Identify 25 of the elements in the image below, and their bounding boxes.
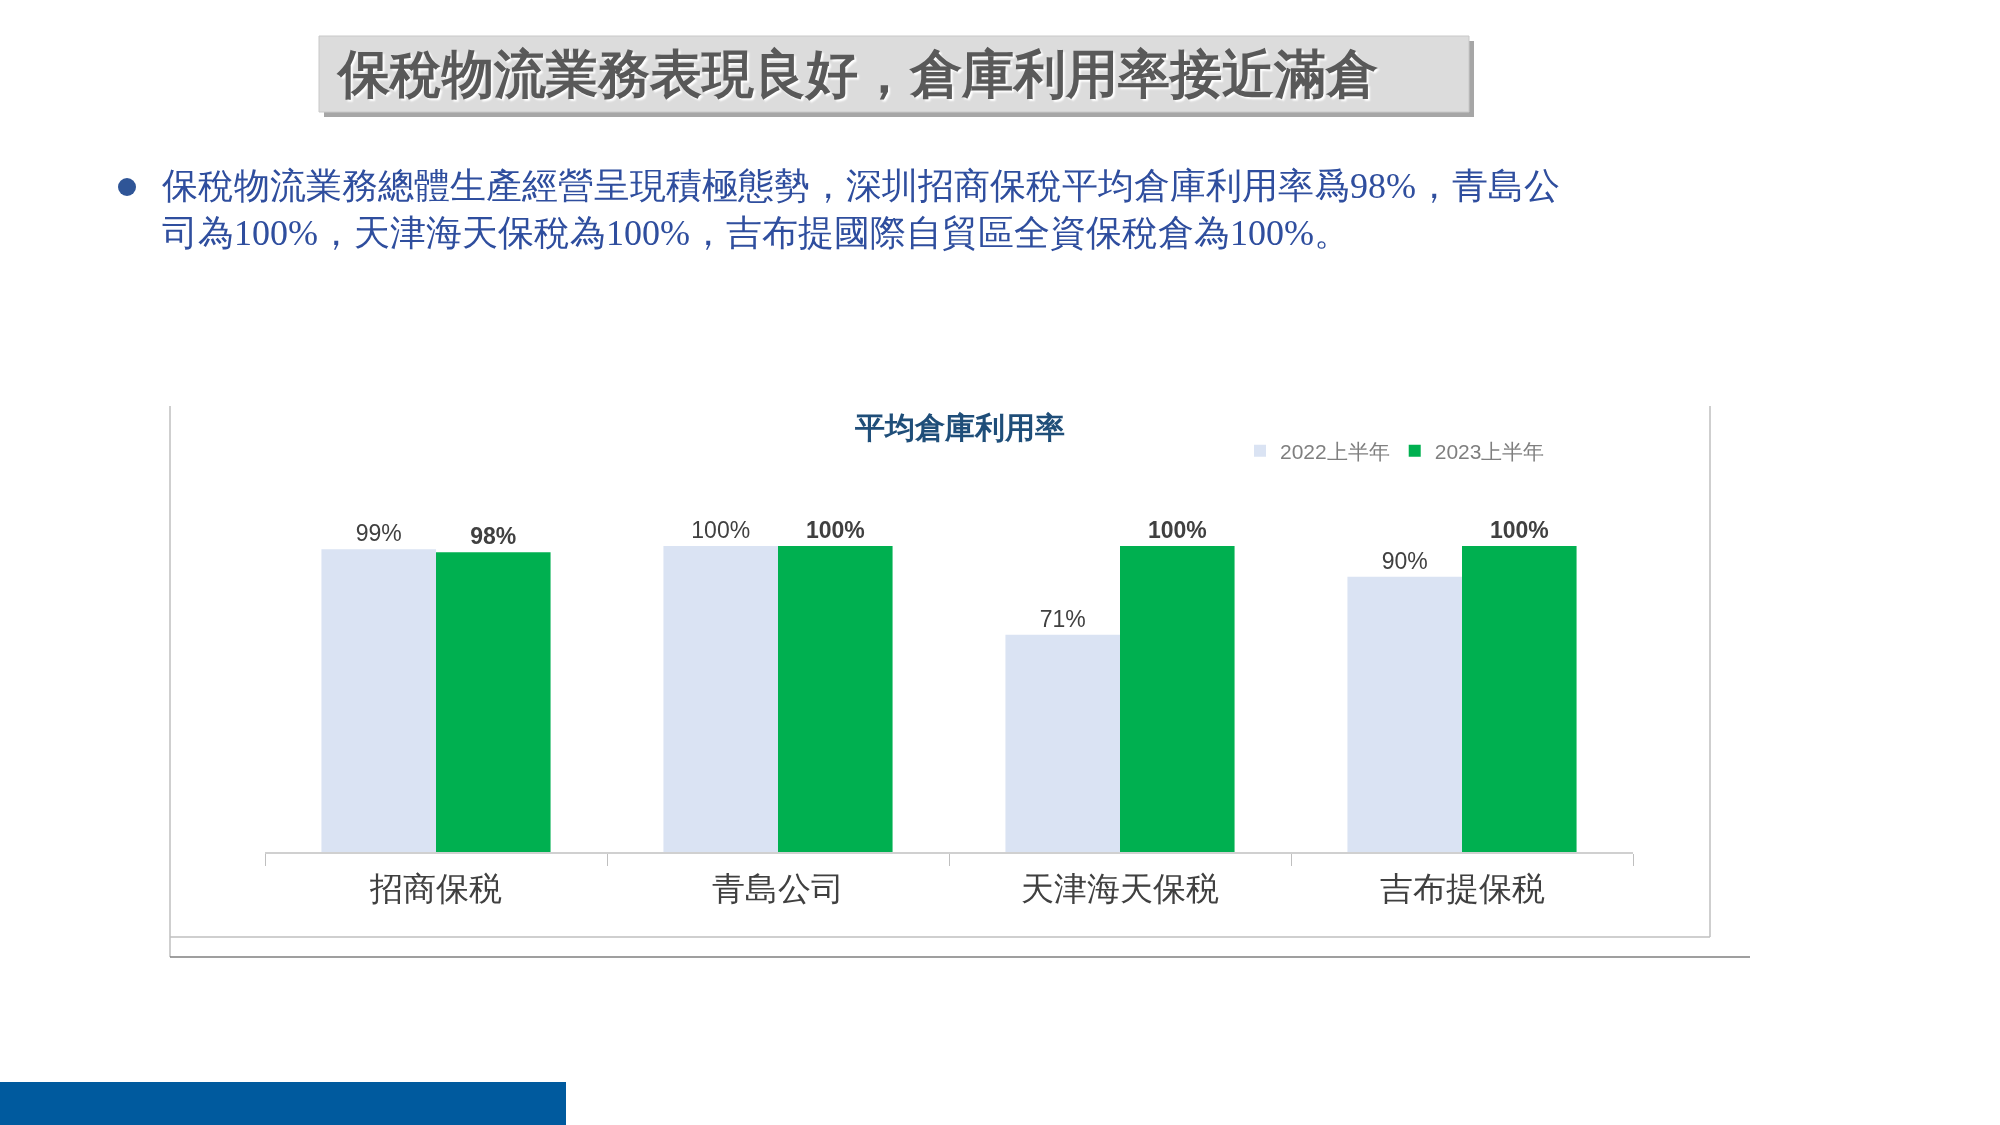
text: 保稅物流業務表現良好，倉庫利用率接近滿倉: [336, 44, 1378, 104]
bar: [1462, 546, 1577, 852]
bar: [321, 549, 436, 852]
text: 保稅物流業務總體生產經營呈現積極態勢，深圳招商保稅平均倉庫利用率爲98%，青島公司為100%，天津海天保稅為100%，吉布提國際自貿區全資保稅倉為100%。: [162, 166, 1560, 253]
data-label: 99%: [355, 520, 402, 547]
bar: [778, 546, 893, 852]
bar: [1005, 634, 1120, 852]
legend-label: 2022上半年: [1280, 439, 1390, 463]
bar: [1347, 576, 1462, 852]
x-tick-label: 吉布提保税: [1379, 870, 1545, 907]
x-tick-label: 招商保税: [369, 870, 502, 907]
data-label: 100%: [691, 517, 751, 544]
bar: [663, 546, 778, 852]
legend-label: 2023上半年: [1434, 439, 1545, 463]
chart-title: 平均倉庫利用率: [854, 409, 1065, 445]
data-label: 90%: [1381, 547, 1428, 574]
x-tick-label: 青島公司: [712, 870, 844, 907]
data-label: 100%: [1147, 517, 1207, 544]
x-tick-label: 天津海天保税: [1021, 870, 1219, 907]
data-label: 100%: [1489, 517, 1549, 544]
data-label: 98%: [470, 523, 517, 550]
data-label: 71%: [1039, 605, 1086, 632]
bar: [436, 552, 551, 852]
bar: [1120, 546, 1235, 852]
data-label: 100%: [805, 517, 865, 544]
